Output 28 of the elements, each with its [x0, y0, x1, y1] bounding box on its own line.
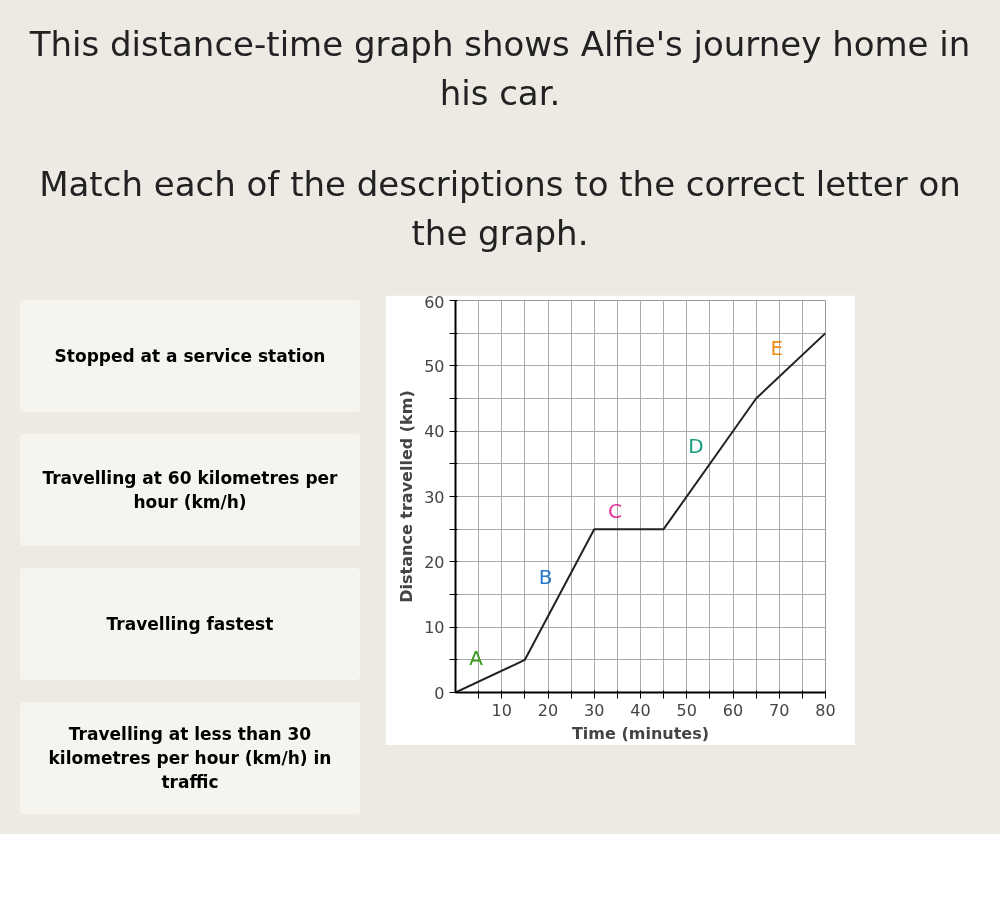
x-tick-label: 60 — [722, 700, 744, 720]
text: Travelling fastest — [106, 612, 274, 636]
annotation: A — [469, 646, 484, 671]
text: Travelling at less than 30 kilometres per hour (km/h) in traffic — [47, 722, 333, 795]
annotation: B — [538, 564, 553, 589]
chart-subtitle: Match each of the descriptions to the correct letter on the graph. — [38, 163, 962, 255]
x-tick-label: 70 — [769, 700, 790, 720]
text: Travelling at 60 kilometres per hour (km/h) — [41, 466, 339, 514]
y-axis-title: Distance travelled (km) — [397, 390, 417, 603]
annotation: D — [688, 433, 704, 458]
y-tick-label: 40 — [424, 422, 445, 442]
y-tick-label: 0 — [434, 683, 445, 703]
chart-title: This distance-time graph shows Alfie's journey home in his car. — [28, 23, 972, 115]
x-tick-label: 30 — [584, 700, 605, 720]
x-tick-label: 40 — [630, 700, 651, 720]
x-tick-label: 80 — [815, 700, 836, 720]
y-tick-label: 20 — [424, 552, 445, 572]
annotation: E — [770, 335, 784, 360]
x-tick-label: 10 — [491, 700, 512, 720]
y-tick-label: 60 — [424, 292, 445, 312]
y-tick-label: 30 — [424, 487, 445, 507]
text: Stopped at a service station — [54, 344, 326, 368]
x-axis-title: Time (minutes) — [571, 723, 710, 743]
y-tick-label: 50 — [424, 356, 445, 376]
x-tick-label: 50 — [676, 700, 697, 720]
x-tick-label: 20 — [537, 700, 559, 720]
annotation: C — [607, 499, 622, 524]
y-tick-label: 10 — [424, 618, 445, 638]
